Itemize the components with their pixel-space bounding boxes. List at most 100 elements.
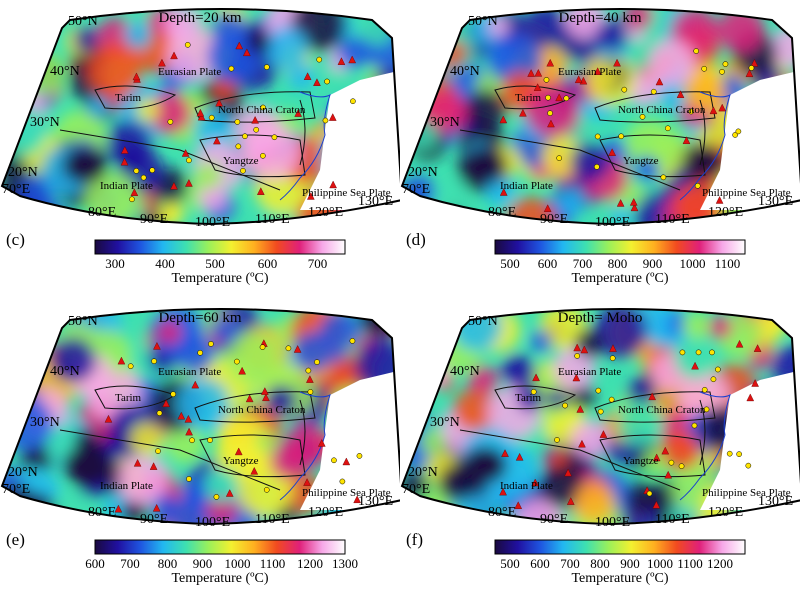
volcano-marker <box>613 58 621 67</box>
earthquake-marker <box>695 349 702 356</box>
label-philippine-sea-plate: Philippine Sea Plate <box>302 487 391 499</box>
volcano-marker <box>213 136 221 145</box>
colorbar-tick: 800 <box>590 556 610 571</box>
lon-label-100: 100°E <box>595 515 631 530</box>
label-eurasian-plate: Eurasian Plate <box>558 66 622 78</box>
earthquake-marker <box>305 367 312 374</box>
volcano-marker <box>519 108 527 117</box>
panel-letter: (d) <box>406 230 426 249</box>
earthquake-marker <box>693 48 700 54</box>
volcano-marker <box>120 157 129 166</box>
earthquake-marker <box>545 94 551 101</box>
volcano-marker <box>215 98 223 107</box>
volcano-marker <box>534 68 543 77</box>
map-panel-e: Depth=60 km 50°N 40°N 30°N 20°N 70°E 80°… <box>0 300 400 600</box>
volcano-marker <box>547 119 555 128</box>
volcano-marker <box>293 345 302 353</box>
colorbar-tick: 500 <box>500 256 520 271</box>
volcano-marker <box>555 93 563 102</box>
label-indian-plate: Indian Plate <box>500 180 553 192</box>
earthquake-marker <box>688 108 695 115</box>
lon-label-110: 110°E <box>655 212 690 227</box>
colorbar-tick: 900 <box>620 556 640 571</box>
earthquake-marker <box>639 113 646 120</box>
volcano-marker <box>196 108 205 117</box>
volcano-marker <box>580 345 589 354</box>
volcano-marker <box>306 375 314 383</box>
earthquake-marker <box>242 133 248 140</box>
earthquake-marker <box>726 450 733 457</box>
earthquake-marker <box>745 462 752 469</box>
colorbar-tick: 1200 <box>297 556 323 571</box>
colorbar-tick: 400 <box>155 256 175 271</box>
volcano-marker <box>531 478 540 487</box>
label-yangtze: Yangtze <box>623 155 659 167</box>
tectonic-boundary <box>94 85 177 110</box>
earthquake-marker <box>748 65 755 71</box>
earthquake-marker <box>140 174 147 181</box>
lat-label-20: 20°N <box>8 465 38 480</box>
label-indian-plate: Indian Plate <box>500 480 553 492</box>
volcano-marker <box>328 113 337 121</box>
volcano-marker <box>515 452 524 461</box>
lon-label-80: 80°E <box>88 205 117 220</box>
lon-label-100: 100°E <box>195 215 231 230</box>
label-eurasian-plate: Eurasian Plate <box>558 366 622 378</box>
lon-label-80: 80°E <box>488 505 517 520</box>
lat-label-40: 40°N <box>50 364 80 379</box>
earthquake-marker <box>260 152 266 159</box>
volcano-marker <box>152 503 161 512</box>
colorbar <box>94 539 346 555</box>
tectonic-boundary <box>459 129 681 191</box>
volcano-marker <box>185 179 193 187</box>
earthquake-marker <box>701 65 708 72</box>
lon-label-110: 110°E <box>655 512 690 527</box>
earthquake-marker <box>228 65 235 72</box>
volcano-marker <box>514 501 523 509</box>
lat-label-30: 30°N <box>430 115 460 130</box>
lat-label-50: 50°N <box>468 314 498 329</box>
volcano-marker <box>256 187 265 195</box>
earthquake-marker <box>307 389 314 395</box>
volcano-marker <box>225 489 234 497</box>
colorbar-tick: 800 <box>607 256 628 271</box>
label-eurasian-plate: Eurasian Plate <box>158 66 222 78</box>
volcano-marker <box>593 67 602 75</box>
depth-title: Depth= Moho <box>557 310 643 326</box>
earthquake-marker <box>356 453 363 459</box>
earthquake-marker <box>574 353 581 359</box>
colorbar-tick: 1200 <box>707 556 733 571</box>
earthquake-marker <box>554 437 560 443</box>
earthquake-marker <box>547 110 553 117</box>
tectonic-boundary <box>199 434 306 478</box>
lon-label-120: 120°E <box>708 205 744 220</box>
lat-label-40: 40°N <box>450 64 480 79</box>
lon-label-110: 110°E <box>255 212 290 227</box>
earthquake-marker <box>184 41 191 48</box>
lat-label-30: 30°N <box>30 415 60 430</box>
volcano-marker <box>566 497 575 505</box>
colorbar-tick: 1300 <box>332 556 358 571</box>
earthquake-marker <box>618 133 625 140</box>
volcano-marker <box>735 339 744 348</box>
earthquake-marker <box>234 358 240 365</box>
temperature-map <box>400 308 800 555</box>
volcano-marker <box>499 115 508 124</box>
panel-letter: (f) <box>406 530 423 549</box>
earthquake-marker <box>719 68 725 75</box>
volcano-marker <box>353 495 361 504</box>
volcano-marker <box>608 148 616 156</box>
volcano-marker <box>261 387 269 395</box>
lon-label-90: 90°E <box>540 212 569 227</box>
earthquake-marker <box>170 391 177 398</box>
panel-letter: (e) <box>6 530 25 549</box>
volcano-marker <box>337 57 346 65</box>
colorbar-tick: 1100 <box>677 556 703 571</box>
volcano-marker <box>342 457 351 466</box>
label-north-china-craton: North China Craton <box>218 104 306 116</box>
tectonic-boundary <box>494 385 577 410</box>
label-philippine-sea-plate: Philippine Sea Plate <box>702 487 791 499</box>
depth-title: Depth=60 km <box>158 310 242 326</box>
volcano-marker <box>499 487 507 496</box>
colorbar-tick: 800 <box>157 556 178 571</box>
